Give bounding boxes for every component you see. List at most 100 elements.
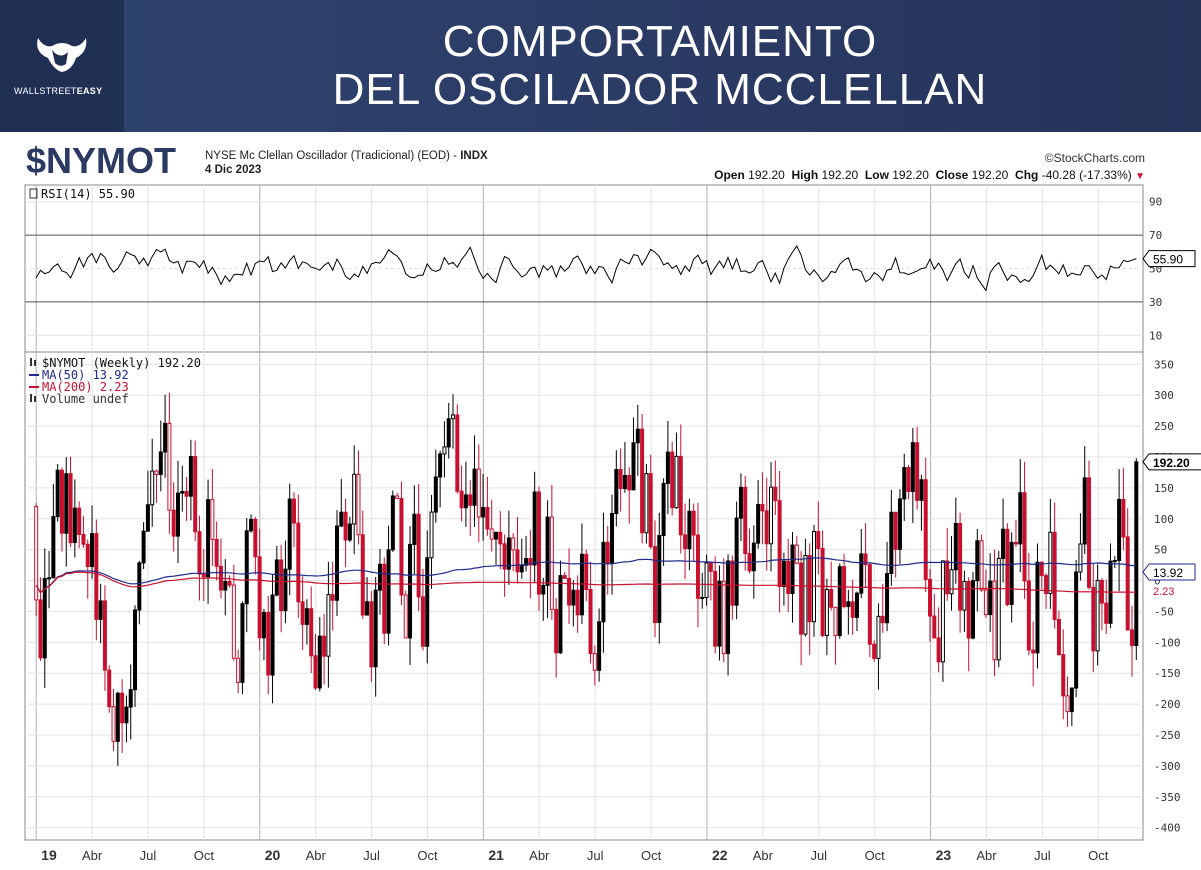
ma50-tag-label: 13.92 xyxy=(1153,566,1183,580)
x-tick-label: Abr xyxy=(82,848,103,863)
candle xyxy=(807,543,812,655)
candle xyxy=(1078,513,1083,581)
candle xyxy=(743,475,748,571)
candle xyxy=(859,529,864,599)
candle xyxy=(1018,459,1023,573)
candle xyxy=(532,471,537,583)
candle xyxy=(816,501,821,575)
candle xyxy=(326,561,331,688)
candle xyxy=(1104,579,1109,635)
candle xyxy=(240,601,245,695)
candle xyxy=(958,512,963,633)
candle xyxy=(1013,519,1018,548)
candle xyxy=(150,438,155,527)
candle xyxy=(356,450,361,545)
banner-title-line-2: DEL OSCILADOR MCCLELLAN xyxy=(332,65,988,114)
candle xyxy=(704,554,709,606)
candle xyxy=(622,441,627,493)
banner-title-line-1: COMPORTAMIENTO xyxy=(442,17,878,66)
y-tick-label: 150 xyxy=(1154,482,1174,495)
candle xyxy=(206,479,211,604)
candle xyxy=(408,526,413,666)
y-tick-label: -300 xyxy=(1154,760,1181,773)
candle xyxy=(317,617,322,692)
candle xyxy=(524,535,529,572)
candle xyxy=(274,545,279,597)
candle xyxy=(571,580,576,627)
candle xyxy=(790,531,795,623)
candle xyxy=(373,577,378,697)
candle xyxy=(919,474,924,531)
candle xyxy=(68,456,73,547)
candle xyxy=(635,404,640,476)
brand-name: WALLSTREETEASY xyxy=(14,86,103,96)
stockcharts-credit[interactable]: ©StockCharts.com xyxy=(1044,151,1145,165)
candle xyxy=(171,482,176,552)
candle xyxy=(618,448,623,512)
candle xyxy=(734,501,739,620)
candle xyxy=(889,490,894,586)
candle xyxy=(111,688,116,751)
candle xyxy=(102,585,107,691)
candle xyxy=(549,485,554,620)
candle xyxy=(631,417,636,491)
close-tag-label: 192.20 xyxy=(1153,456,1190,470)
candle xyxy=(352,445,357,555)
x-tick-label: Jul xyxy=(140,848,157,863)
y-tick-label: 0 xyxy=(1154,575,1161,588)
candle xyxy=(558,560,563,654)
high-value: 192.20 xyxy=(821,168,859,182)
candle xyxy=(678,424,683,554)
candle xyxy=(1052,502,1057,629)
candle xyxy=(846,590,851,635)
candle xyxy=(799,551,804,666)
x-tick-label: Abr xyxy=(529,848,550,863)
candle xyxy=(347,516,352,543)
ma200-line xyxy=(35,571,1137,594)
candle xyxy=(292,492,297,548)
x-tick-label: Jul xyxy=(810,848,827,863)
candle xyxy=(236,649,241,694)
candle xyxy=(59,467,64,552)
candle xyxy=(777,470,782,613)
candle xyxy=(528,530,533,599)
candle xyxy=(455,404,460,494)
candle xyxy=(760,472,765,545)
candle xyxy=(167,392,172,534)
candle xyxy=(38,577,43,661)
candle xyxy=(648,454,653,549)
candle xyxy=(738,473,743,542)
bull-logo-icon xyxy=(37,38,87,72)
candle xyxy=(824,578,829,656)
candle xyxy=(476,444,481,543)
close-value: 192.20 xyxy=(971,168,1009,182)
ma200-tag-label: 2.23 xyxy=(1153,586,1174,598)
candle xyxy=(382,557,387,645)
candle xyxy=(885,541,890,632)
chart-date: 4 Dic 2023 xyxy=(205,164,262,176)
candle xyxy=(304,599,309,645)
candle xyxy=(180,465,185,512)
rsi-tag xyxy=(1142,250,1196,268)
candle xyxy=(850,579,855,635)
candle xyxy=(77,501,82,549)
candle xyxy=(158,420,163,492)
y-tick-label: -250 xyxy=(1154,729,1181,742)
candle xyxy=(47,551,52,609)
candle xyxy=(433,449,438,523)
candle xyxy=(343,498,348,568)
candle xyxy=(94,519,99,641)
candle xyxy=(249,514,254,533)
brand-logo[interactable]: WALLSTREETEASY xyxy=(0,0,124,132)
candle xyxy=(210,468,215,566)
candle xyxy=(713,556,718,654)
candle xyxy=(1069,687,1074,727)
x-tick-label: 21 xyxy=(488,847,504,863)
candle xyxy=(395,492,400,500)
candle xyxy=(64,457,69,567)
candle xyxy=(197,515,202,601)
candle xyxy=(803,538,808,637)
candle xyxy=(188,439,193,521)
candle xyxy=(154,469,159,503)
